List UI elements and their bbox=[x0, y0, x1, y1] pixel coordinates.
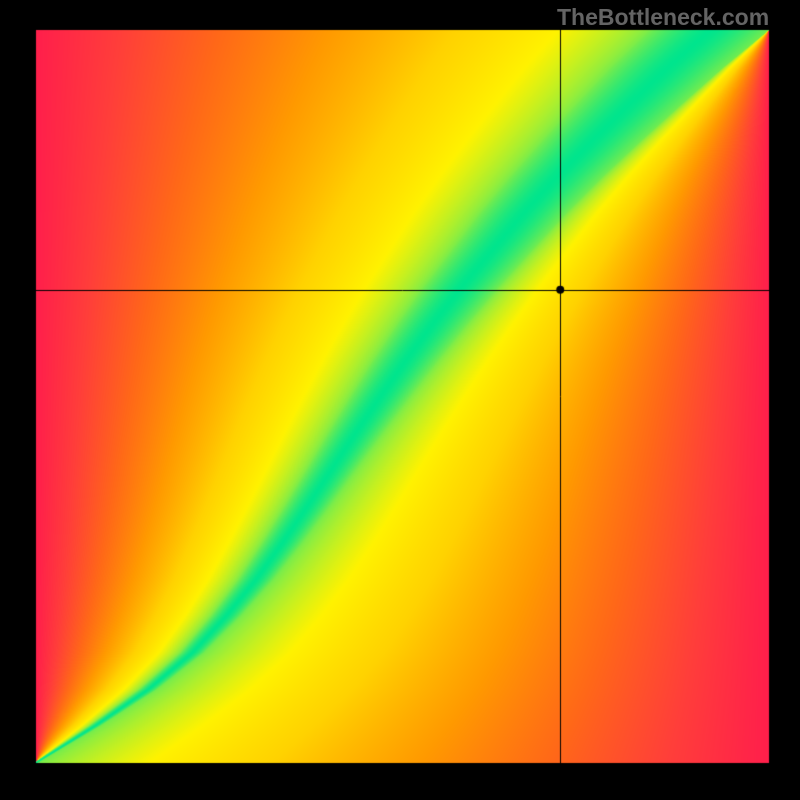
bottleneck-heatmap-canvas bbox=[0, 0, 800, 800]
chart-container: TheBottleneck.com bbox=[0, 0, 800, 800]
watermark-text: TheBottleneck.com bbox=[557, 4, 769, 31]
